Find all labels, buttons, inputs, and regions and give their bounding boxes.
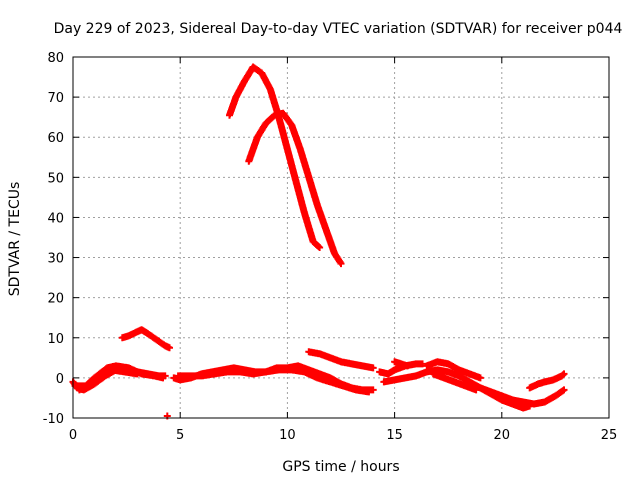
chart-title: Day 229 of 2023, Sidereal Day-to-day VTE… [54, 21, 623, 37]
series-arc-04 [118, 326, 173, 352]
y-tick-label: 30 [47, 252, 64, 267]
series-arc-07 [174, 366, 373, 396]
data-point-markers [380, 366, 534, 412]
series-arc-08 [226, 63, 324, 251]
x-tick-label: 25 [601, 428, 618, 443]
y-tick-label: 60 [47, 131, 64, 146]
series-arc-12 [380, 366, 534, 412]
axis-ticks: 0 5 10 15 20 25 -10 0 10 20 30 40 50 60 70 80 [43, 51, 618, 443]
data-point-markers [305, 348, 377, 372]
data-point-markers [391, 358, 411, 370]
y-tick-label: 40 [47, 211, 64, 226]
y-tick-label: 20 [47, 292, 64, 307]
y-tick-label: 10 [47, 332, 64, 347]
x-tick-label: 10 [279, 428, 296, 443]
y-tick-label: 80 [47, 51, 64, 66]
data-point-markers [466, 380, 568, 408]
data-point-markers [118, 326, 173, 352]
series-arc-16 [526, 370, 568, 392]
plot-frame [72, 56, 610, 419]
y-tick-label: -10 [43, 412, 64, 427]
y-tick-label: 0 [56, 372, 64, 387]
x-tick-label: 15 [386, 428, 403, 443]
x-tick-label: 20 [494, 428, 511, 443]
series-arc-17 [391, 358, 411, 370]
data-point-markers [245, 109, 345, 268]
data-point-markers [75, 366, 141, 394]
x-tick-label: 5 [176, 428, 184, 443]
data-point-markers [423, 358, 484, 382]
data-point-markers [526, 370, 568, 392]
series-arc-15 [466, 380, 568, 408]
y-axis-label: SDTVAR / TECUs [7, 182, 23, 297]
data-point-markers [174, 366, 373, 396]
series-arc-10 [305, 348, 377, 372]
data-points [69, 63, 568, 420]
y-tick-label: 50 [47, 171, 64, 186]
x-axis-label: GPS time / hours [282, 459, 399, 475]
y-tick-label: 70 [47, 91, 64, 106]
grid-lines [73, 57, 609, 418]
series-arc-09 [245, 109, 345, 268]
data-point-markers [226, 63, 324, 251]
series-arc-13 [423, 358, 484, 382]
x-tick-label: 0 [69, 428, 77, 443]
series-arc-03 [75, 366, 141, 394]
